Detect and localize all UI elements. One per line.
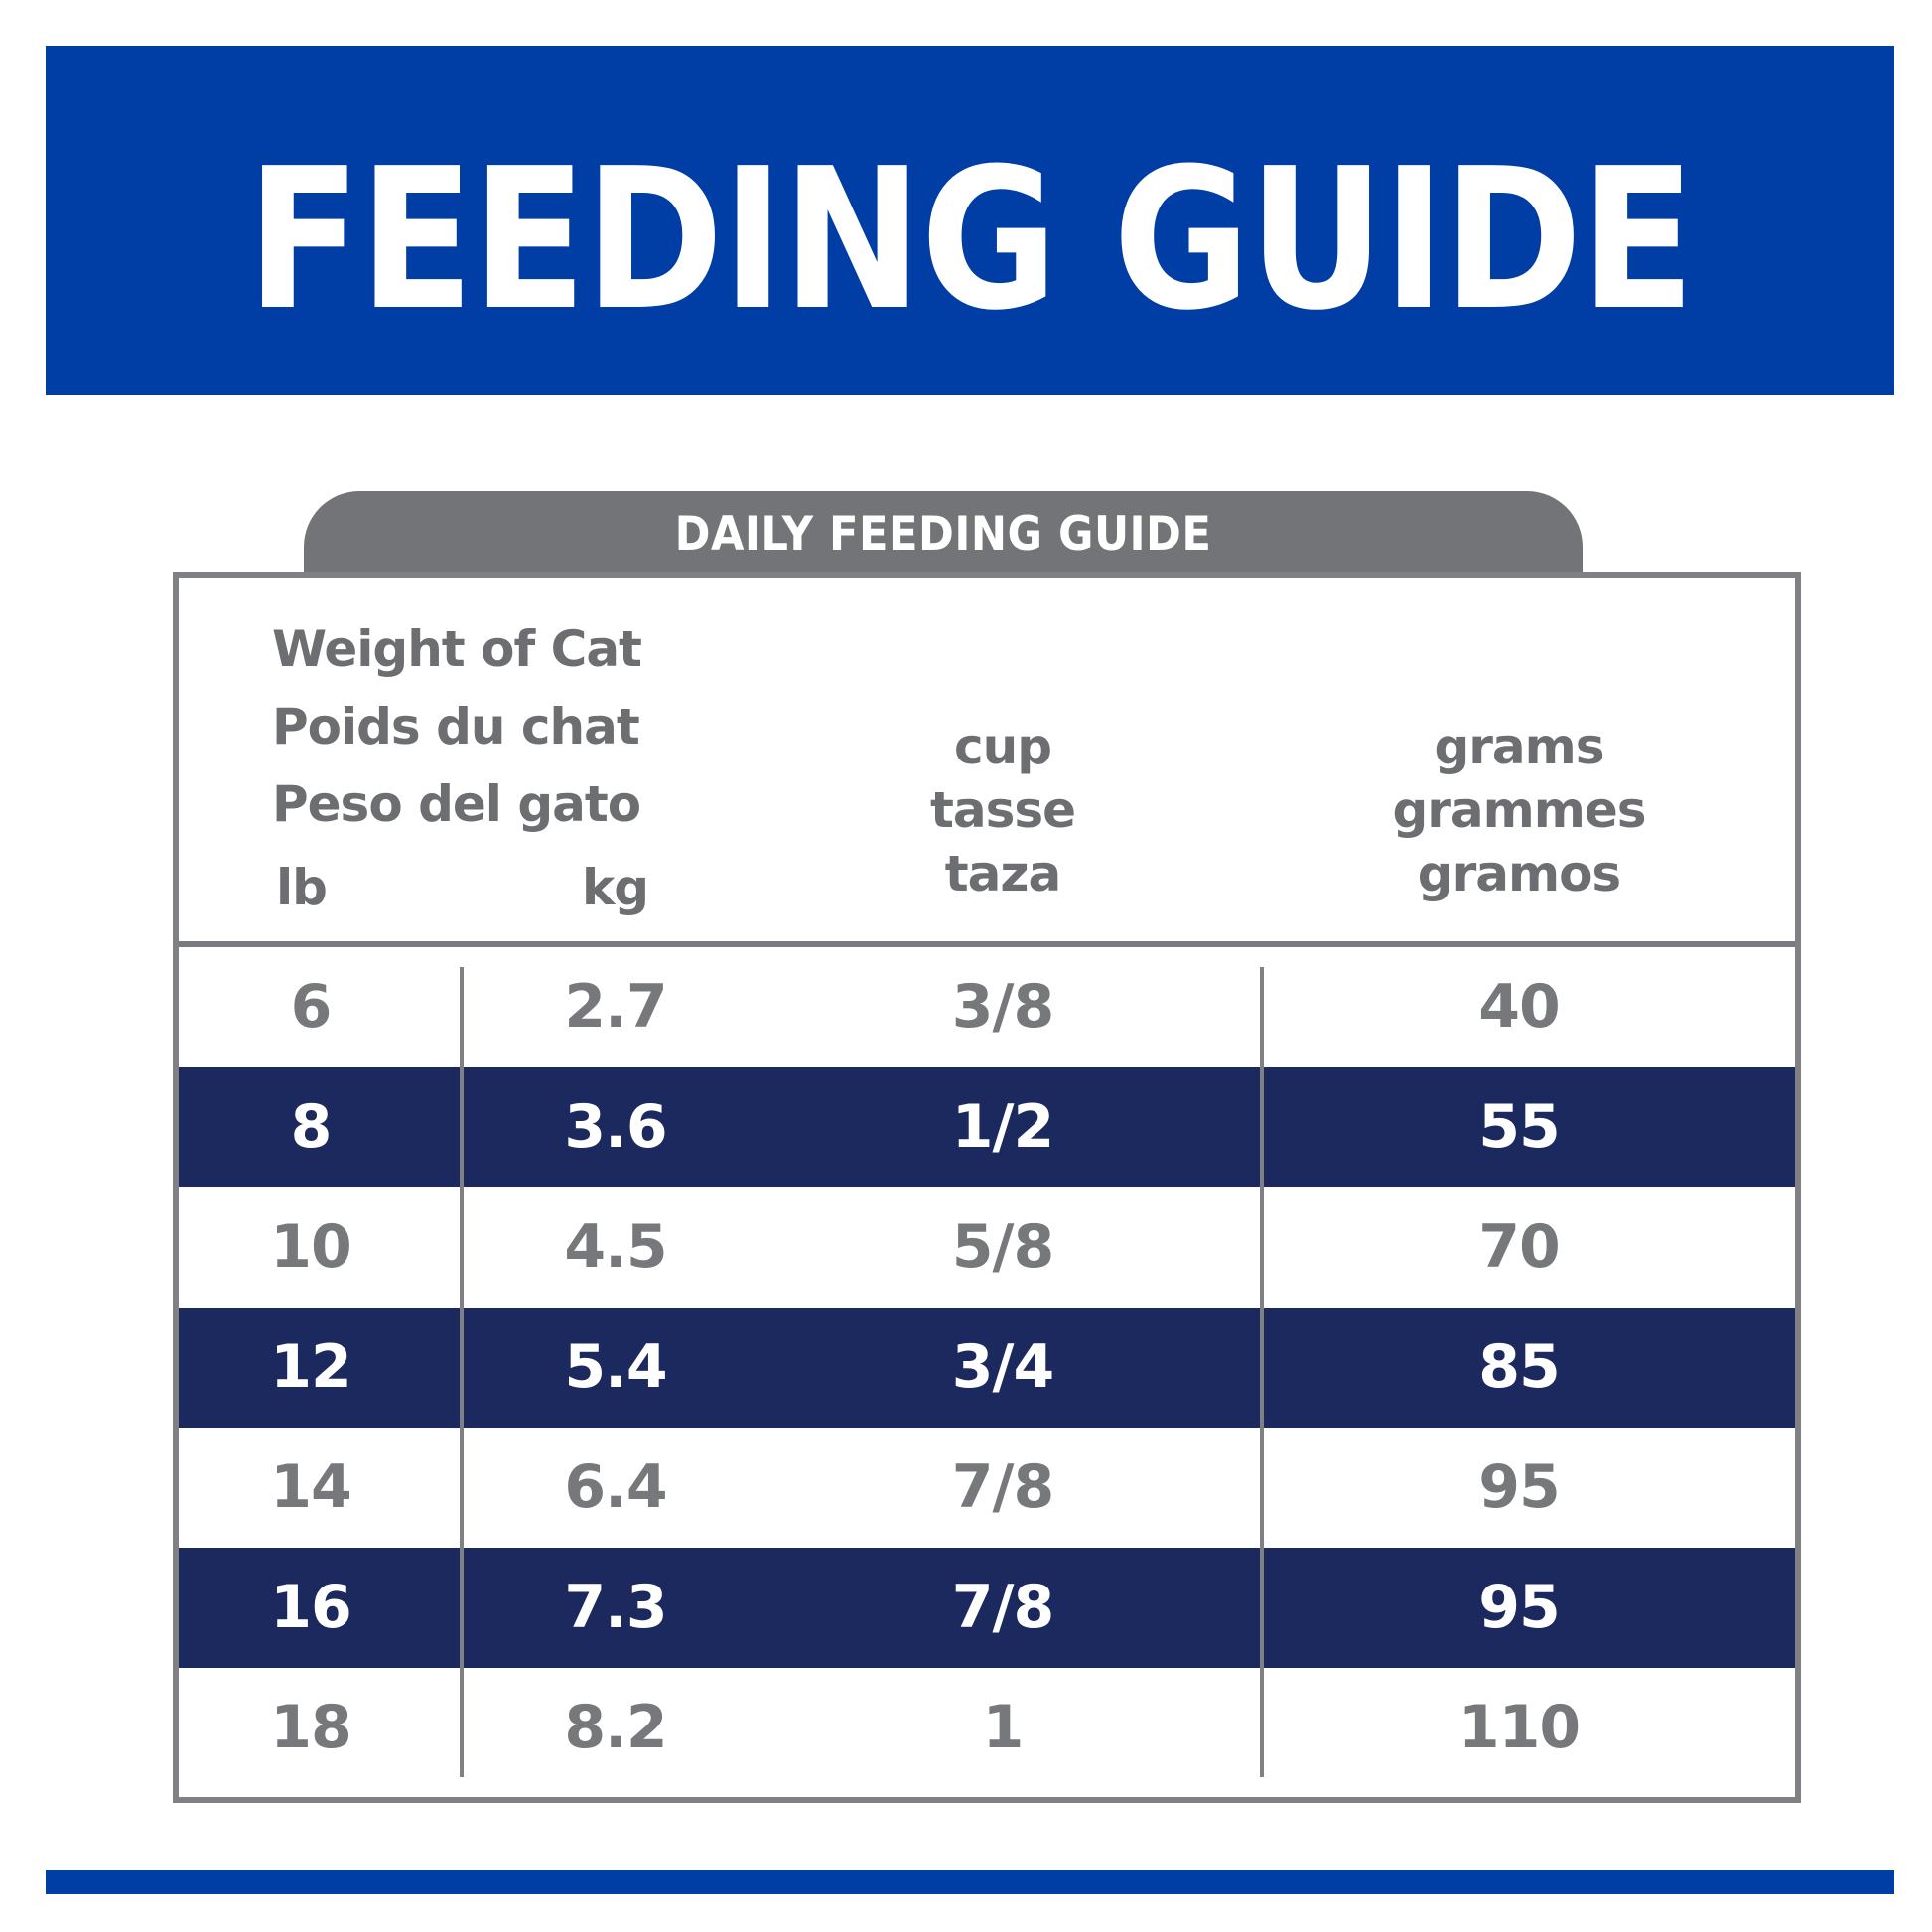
page-title: FEEDING GUIDE bbox=[246, 127, 1696, 353]
cell-cup: 5/8 bbox=[951, 1212, 1054, 1282]
table-body: 6 2.7 3/8 40 8 3.6 1/2 55 10 4.5 5/8 70 … bbox=[179, 947, 1795, 1788]
table-row: 18 8.2 1 110 bbox=[179, 1668, 1795, 1788]
table-header: Weight of Cat Poids du chat Peso del gat… bbox=[179, 578, 1795, 947]
header-cup-fr: tasse bbox=[929, 781, 1076, 839]
cell-kg: 2.7 bbox=[564, 972, 667, 1041]
cell-cup: 7/8 bbox=[951, 1452, 1054, 1522]
header-cup-es: taza bbox=[944, 845, 1061, 902]
table-caption: DAILY FEEDING GUIDE bbox=[674, 507, 1212, 562]
header-weight-es: Peso del gato bbox=[272, 775, 641, 833]
column-divider-grams bbox=[1260, 967, 1264, 1777]
cell-grams: 95 bbox=[1478, 1452, 1561, 1522]
cell-cup: 7/8 bbox=[951, 1573, 1054, 1642]
table-row: 14 6.4 7/8 95 bbox=[179, 1428, 1795, 1548]
cell-lb: 6 bbox=[290, 972, 333, 1041]
cup-column-header: cup tasse taza bbox=[874, 715, 1132, 905]
cell-grams: 85 bbox=[1478, 1332, 1561, 1402]
weight-column-header: Weight of Cat Poids du chat Peso del gat… bbox=[272, 618, 642, 850]
cell-cup: 3/4 bbox=[951, 1332, 1054, 1402]
header-weight-fr: Poids du chat bbox=[272, 698, 640, 756]
cell-kg: 7.3 bbox=[564, 1573, 667, 1642]
table-row: 12 5.4 3/4 85 bbox=[179, 1308, 1795, 1428]
header-grams-es: gramos bbox=[1417, 845, 1621, 902]
header-grams-fr: grammes bbox=[1392, 781, 1646, 839]
header-cup-en: cup bbox=[953, 718, 1052, 775]
cell-lb: 16 bbox=[270, 1573, 352, 1642]
header-kg: kg bbox=[582, 859, 649, 916]
cell-kg: 8.2 bbox=[564, 1693, 667, 1762]
cell-kg: 6.4 bbox=[564, 1452, 667, 1522]
header-weight-en: Weight of Cat bbox=[272, 621, 642, 678]
cell-cup: 1/2 bbox=[951, 1092, 1054, 1162]
title-banner: FEEDING GUIDE bbox=[46, 46, 1894, 395]
feeding-table: Weight of Cat Poids du chat Peso del gat… bbox=[173, 572, 1801, 1803]
cell-kg: 5.4 bbox=[564, 1332, 667, 1402]
cell-cup: 1 bbox=[982, 1693, 1025, 1762]
cell-kg: 3.6 bbox=[564, 1092, 667, 1162]
cell-cup: 3/8 bbox=[951, 972, 1054, 1041]
table-row: 6 2.7 3/8 40 bbox=[179, 947, 1795, 1067]
cell-grams: 40 bbox=[1478, 972, 1561, 1041]
cell-lb: 12 bbox=[270, 1332, 352, 1402]
footer-bar bbox=[46, 1870, 1894, 1894]
cell-kg: 4.5 bbox=[564, 1212, 667, 1282]
cell-grams: 110 bbox=[1457, 1693, 1581, 1762]
table-caption-tab: DAILY FEEDING GUIDE bbox=[304, 491, 1583, 575]
cell-grams: 55 bbox=[1478, 1092, 1561, 1162]
table-row: 16 7.3 7/8 95 bbox=[179, 1548, 1795, 1668]
column-divider-weight bbox=[460, 967, 464, 1777]
table-row: 8 3.6 1/2 55 bbox=[179, 1067, 1795, 1187]
grams-column-header: grams grammes gramos bbox=[1370, 715, 1668, 905]
cell-lb: 18 bbox=[270, 1693, 352, 1762]
cell-grams: 95 bbox=[1478, 1573, 1561, 1642]
cell-grams: 70 bbox=[1478, 1212, 1561, 1282]
header-grams-en: grams bbox=[1434, 718, 1604, 775]
cell-lb: 14 bbox=[270, 1452, 352, 1522]
header-lb: lb bbox=[276, 859, 328, 916]
cell-lb: 10 bbox=[270, 1212, 352, 1282]
table-row: 10 4.5 5/8 70 bbox=[179, 1187, 1795, 1308]
cell-lb: 8 bbox=[290, 1092, 333, 1162]
